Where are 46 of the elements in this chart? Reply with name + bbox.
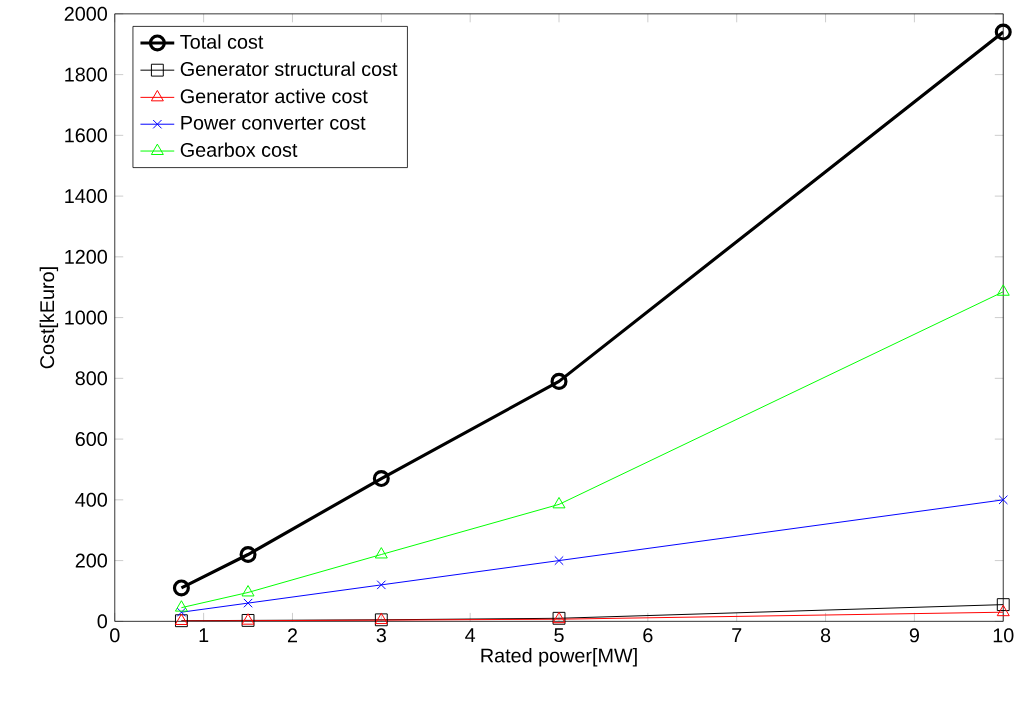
x-tick-label: 5 xyxy=(554,628,564,642)
point xyxy=(996,597,1010,611)
y-tick-label: 800 xyxy=(75,371,108,386)
x-tick-label: 0 xyxy=(110,628,120,643)
point xyxy=(998,494,1008,505)
legend-label: Gearbox cost xyxy=(180,142,298,157)
point xyxy=(552,496,566,509)
x-tick-label: 7 xyxy=(732,628,742,642)
point xyxy=(554,555,564,566)
point xyxy=(241,584,255,597)
point xyxy=(376,579,387,590)
x-tick-label: 2 xyxy=(287,628,297,642)
y-tick-label: 1000 xyxy=(65,310,108,325)
legend-label: Generator structural cost xyxy=(180,61,398,76)
point xyxy=(996,604,1010,616)
y-tick-label: 1400 xyxy=(65,188,108,203)
legend-label: Total cost xyxy=(180,34,264,49)
x-tick-label: 10 xyxy=(993,628,1014,643)
legend-label: Power converter cost xyxy=(181,115,366,130)
y-tick-label: 200 xyxy=(75,553,108,568)
point xyxy=(176,607,187,617)
legend-label: Generator active cost xyxy=(180,88,368,104)
point xyxy=(996,284,1010,296)
x-tick-label: 9 xyxy=(909,628,919,643)
x-axis-title: Rated power[MW] xyxy=(481,647,637,667)
point xyxy=(994,23,1012,41)
x-tick-label: 6 xyxy=(643,628,653,643)
x-tick-label: 3 xyxy=(376,628,386,643)
point xyxy=(243,598,253,608)
y-tick-label: 0 xyxy=(97,614,108,629)
y-tick-label: 1600 xyxy=(65,128,108,143)
point xyxy=(239,545,257,563)
y-tick-label: 2000 xyxy=(64,6,108,21)
x-tick-label: 1 xyxy=(199,628,209,642)
x-tick-label: 8 xyxy=(820,628,831,643)
y-tick-label: 400 xyxy=(75,492,108,507)
point xyxy=(172,579,190,597)
y-tick-label: 600 xyxy=(75,431,108,446)
point xyxy=(174,600,188,612)
point xyxy=(374,546,388,559)
x-tick-label: 4 xyxy=(465,628,476,642)
y-axis-title: Cost[kEuro] xyxy=(39,267,59,369)
y-tick-label: 1200 xyxy=(65,249,108,264)
y-tick-label: 1800 xyxy=(65,67,108,82)
point xyxy=(550,372,568,390)
point xyxy=(372,469,390,487)
